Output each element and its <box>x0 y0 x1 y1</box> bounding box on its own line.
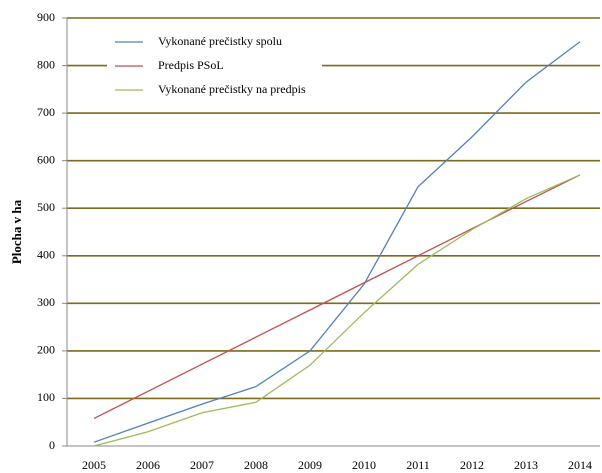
y-tick-label: 500 <box>37 200 55 214</box>
line-series <box>93 174 581 419</box>
x-tick-label: 2014 <box>568 458 592 472</box>
x-tick-label: 2006 <box>136 458 160 472</box>
x-tick-label: 2010 <box>352 458 376 472</box>
x-tick-label: 2008 <box>244 458 268 472</box>
x-tick-label: 2011 <box>406 458 430 472</box>
y-axis-label: Plocha v ha <box>9 199 24 264</box>
legend-label: Vykonané prečistky spolu <box>158 34 282 48</box>
legend-label: Vykonané prečistky na predpis <box>158 82 306 96</box>
x-tick-label: 2007 <box>190 458 214 472</box>
line-series <box>93 41 581 443</box>
x-tick-label: 2009 <box>298 458 322 472</box>
y-tick-label: 0 <box>49 438 55 452</box>
line-series <box>93 174 581 447</box>
y-tick-label: 900 <box>37 10 55 24</box>
y-tick-label: 200 <box>37 343 55 357</box>
y-tick-label: 700 <box>37 105 55 119</box>
y-tick-label: 400 <box>37 248 55 262</box>
y-tick-label: 600 <box>37 152 55 166</box>
x-tick-label: 2013 <box>514 458 538 472</box>
x-tick-label: 2012 <box>460 458 484 472</box>
x-tick-label: 2005 <box>82 458 106 472</box>
legend-label: Predpis PSoL <box>158 58 224 72</box>
y-tick-label: 100 <box>37 390 55 404</box>
y-tick-label: 800 <box>37 57 55 71</box>
y-tick-label: 300 <box>37 295 55 309</box>
